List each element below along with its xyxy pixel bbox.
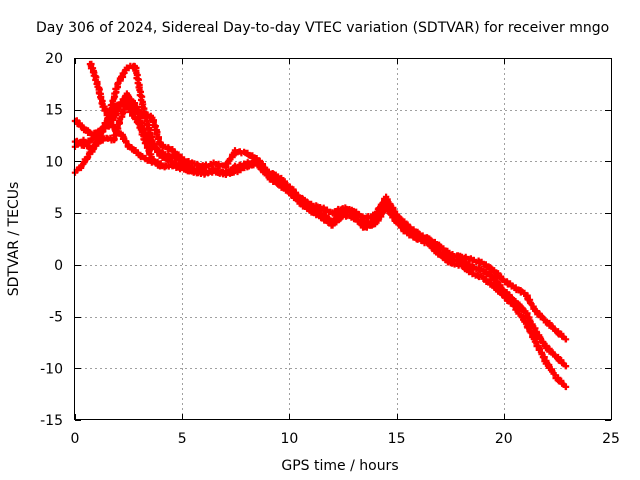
y-tick-label: 0 [54,258,63,274]
x-axis-title: GPS time / hours [281,458,398,474]
gridlines [75,58,611,420]
series-track-5 [86,60,164,167]
y-tick-label: -5 [49,310,63,326]
x-tick-label: 0 [71,431,80,447]
y-tick-label: -10 [40,361,63,377]
x-tick-label: 20 [495,431,513,447]
series-markers [71,62,570,391]
series-markers [86,60,164,167]
y-tick-label: 20 [45,51,63,67]
y-axis-title: SDTVAR / TECUs [6,182,22,297]
x-tick-label: 25 [602,431,620,447]
series-markers [71,90,570,370]
x-tick-label: 10 [280,431,298,447]
series-track-2 [71,90,570,370]
plot-frame [74,58,612,420]
series-track-3 [71,62,570,391]
y-tick-label: 10 [45,154,63,170]
chart-title: Day 306 of 2024, Sidereal Day-to-day VTE… [36,20,609,36]
y-tick-label: -15 [40,413,63,429]
y-tick-label: 15 [45,103,63,119]
axis-ticks: 0 5 10 15 20 25 -15 -10 -5 0 5 10 15 20 [40,51,620,447]
x-tick-label: 15 [388,431,406,447]
y-tick-label: 5 [54,206,63,222]
x-tick-label: 5 [178,431,187,447]
